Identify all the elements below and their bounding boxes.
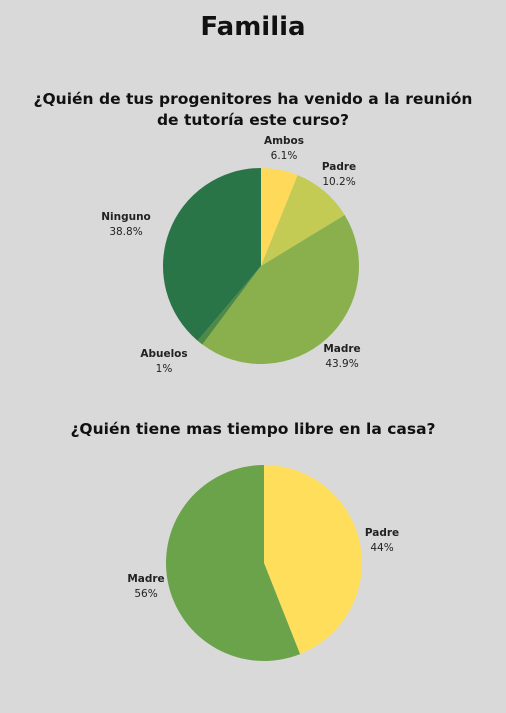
pie-slice-ambos — [261, 168, 298, 266]
pie-slice-padre — [261, 175, 345, 266]
slice-value-label: 56% — [134, 588, 157, 600]
slice-label: Madre — [323, 343, 360, 355]
page-title: Familia — [200, 12, 306, 42]
slice-label: Madre — [127, 573, 164, 585]
pie-slice-madre — [166, 465, 301, 661]
slice-label: Abuelos — [140, 348, 187, 360]
slice-value-label: 44% — [370, 542, 393, 554]
slice-value-label: 43.9% — [325, 358, 358, 370]
slice-value-label: 1% — [156, 363, 173, 375]
slice-value-label: 38.8% — [109, 226, 142, 238]
chart-title: ¿Quién tiene mas tiempo libre en la casa… — [70, 420, 436, 438]
slice-value-label: 10.2% — [322, 176, 355, 188]
slice-label: Ambos — [264, 135, 304, 147]
slice-label: Padre — [365, 527, 399, 539]
pie-slice-abuelos — [197, 266, 261, 345]
pie-slice-padre — [264, 465, 362, 655]
chart-title: ¿Quién de tus progenitores ha venido a l… — [33, 90, 473, 129]
pie-slice-madre — [202, 215, 359, 364]
slice-label: Ninguno — [101, 211, 151, 223]
pie-slice-ninguno — [163, 168, 261, 341]
slice-value-label: 6.1% — [271, 150, 298, 162]
slice-label: Padre — [322, 161, 356, 173]
